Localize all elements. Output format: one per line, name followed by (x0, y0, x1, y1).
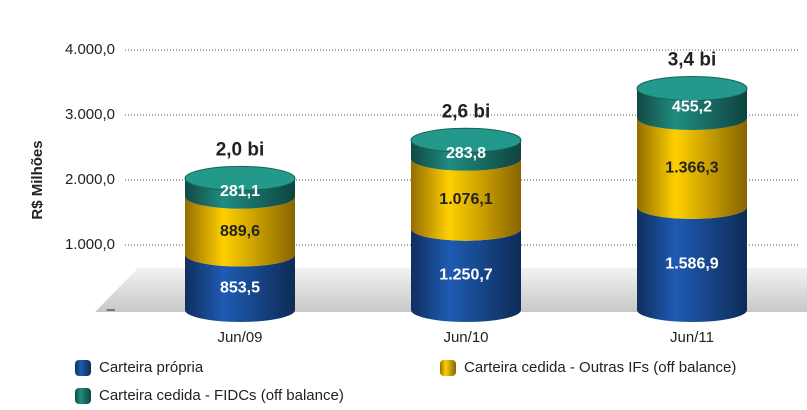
x-tick-label: Jun/09 (217, 329, 262, 346)
x-tick-label: Jun/11 (670, 329, 714, 346)
data-label: 1.076,1 (439, 191, 492, 208)
cylinder-segment (185, 196, 295, 267)
y-tick-label: 4.000,0 (65, 41, 115, 58)
legend-label: Carteira cedida - FIDCs (off balance) (99, 387, 344, 404)
cylinder-cap (636, 75, 748, 101)
data-label: 853,5 (220, 279, 260, 296)
cylinder-cap (184, 165, 296, 191)
y-tick-label: – (107, 301, 116, 318)
y-tick-label: 1.000,0 (65, 236, 115, 253)
x-tick-label: Jun/10 (443, 329, 488, 346)
data-label: 1.250,7 (439, 267, 492, 284)
data-label: 283,8 (446, 145, 486, 162)
legend-swatch (75, 388, 91, 404)
cylinder-cap (410, 127, 522, 153)
y-tick-label: 2.000,0 (65, 171, 115, 188)
data-label: 455,2 (672, 98, 712, 115)
y-tick-label: 3.000,0 (65, 106, 115, 123)
cylinder-segment (637, 206, 747, 322)
data-label: 1.366,3 (665, 160, 718, 177)
cylinder-segment (411, 158, 521, 241)
data-label: 281,1 (220, 183, 260, 200)
cylinder-segment (411, 140, 521, 171)
legend-swatch (440, 360, 456, 376)
data-label: 1.586,9 (665, 256, 718, 273)
legend-label: Carteira própria (99, 359, 204, 376)
total-label: 2,6 bi (442, 101, 491, 122)
cylinder-segment (637, 118, 747, 219)
cylinder-segment (185, 178, 295, 209)
y-axis-label: R$ Milhões (29, 140, 46, 219)
legend-swatch (75, 360, 91, 376)
data-label: 889,6 (220, 223, 260, 240)
total-label: 3,4 bi (668, 49, 717, 70)
total-label: 2,0 bi (216, 139, 265, 160)
legend-label: Carteira cedida - Outras IFs (off balanc… (464, 359, 736, 376)
cylinder-segment (411, 228, 521, 322)
cylinder-segment (185, 254, 295, 322)
